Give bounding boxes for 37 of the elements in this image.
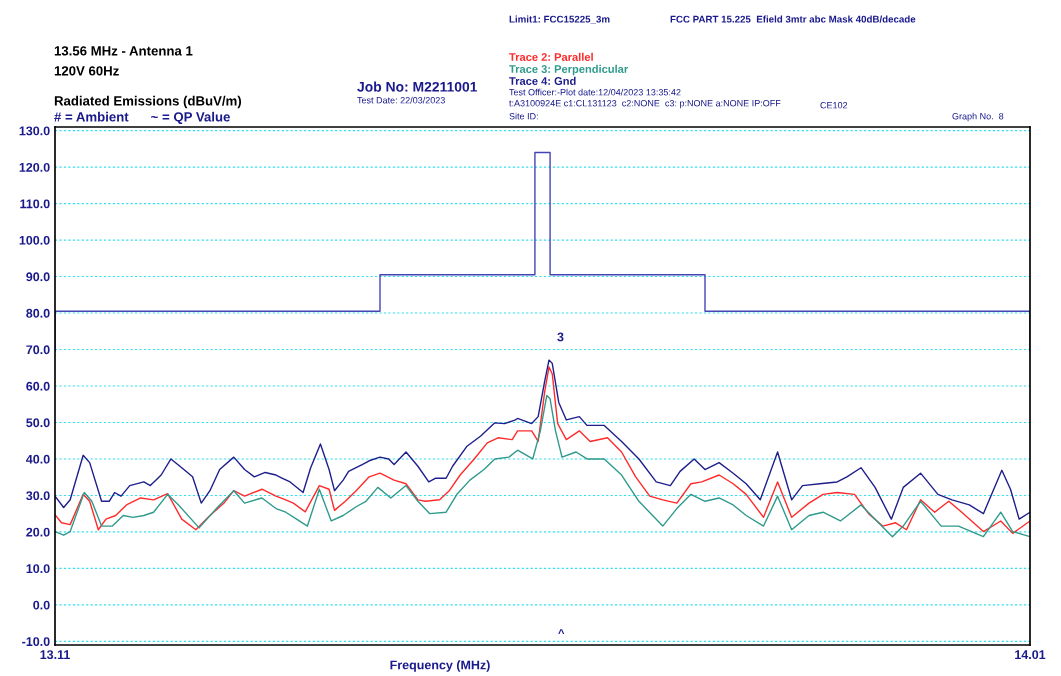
text: CE102: [820, 102, 848, 109]
annotation: ^: [558, 629, 565, 635]
text: Graph No. 8: [952, 112, 1004, 122]
text: Site ID:: [509, 112, 538, 120]
y-tick-label: 80.0: [26, 308, 50, 318]
y-tick-label: 50.0: [26, 418, 50, 428]
text: 120V 60Hz: [54, 66, 119, 76]
y-tick-label: 40.0: [26, 454, 50, 464]
y-tick-label: 70.0: [26, 345, 50, 355]
x-tick-label: 14.01: [1015, 650, 1046, 660]
y-axis-title: Radiated Emissions (dBuV/m): [54, 95, 242, 109]
y-tick-label: 130.0: [19, 126, 50, 136]
x-axis-title: Frequency (MHz): [390, 660, 490, 672]
annotation: 3: [557, 332, 564, 342]
text: Limit1: FCC15225_3m: [509, 15, 610, 24]
text: t:A3100924E c1:CL131123 c2:NONE c3: p:NONE a:NONE IP:OFF: [509, 100, 781, 109]
text: Test Date: 22/03/2023: [357, 96, 445, 104]
text: # = Ambient ~ = QP Value: [54, 111, 230, 125]
text: Test Officer:-Plot date:12/04/2023 13:35:42: [509, 88, 681, 96]
text: Trace 3: Perpendicular: [509, 64, 629, 76]
y-tick-label: 10.0: [26, 564, 50, 574]
y-tick-label: 30.0: [26, 491, 50, 501]
text: Job No: M2211001: [357, 81, 478, 92]
y-tick-label: 120.0: [19, 162, 50, 172]
y-tick-label: 90.0: [26, 272, 50, 282]
text: FCC PART 15.225 Efield 3mtr abc Mask 40dB/decade: [670, 15, 916, 23]
chart-title: 13.56 MHz - Antenna 1: [54, 46, 193, 56]
x-tick-label: 13.11: [40, 650, 70, 660]
y-tick-label: 110.0: [20, 199, 50, 209]
text: Trace 2: Parallel: [509, 52, 593, 61]
line-series: [55, 394, 1030, 538]
y-tick-label: 20.0: [26, 527, 50, 537]
y-tick-label: 100.0: [19, 235, 50, 245]
y-tick-label: 0.0: [33, 600, 50, 610]
text: Trace 4: Gnd: [509, 76, 576, 85]
y-tick-label: -10.0: [22, 637, 50, 646]
y-tick-label: 60.0: [26, 381, 50, 391]
